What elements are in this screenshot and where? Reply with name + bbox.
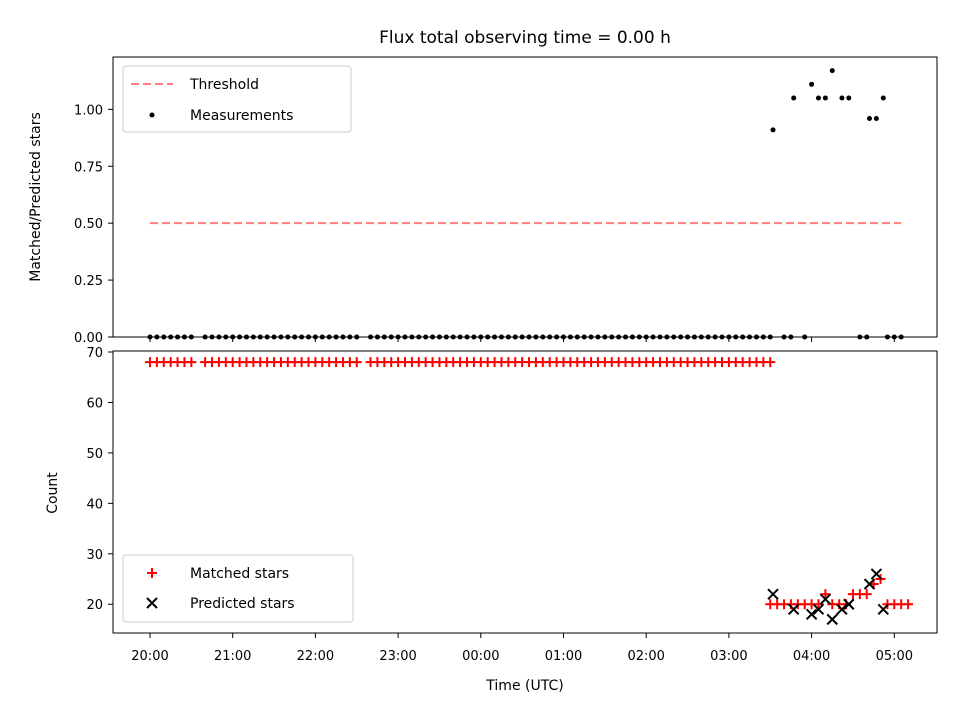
x-tick-label: 05:00	[876, 649, 913, 664]
predicted-star-point	[805, 608, 818, 621]
top-y-axis-label: Matched/Predicted stars	[28, 112, 44, 282]
top-y-tick-label: 0.75	[74, 160, 103, 175]
measurement-point	[815, 95, 821, 101]
top-y-tick-label: 0.25	[74, 274, 103, 289]
legend-measurements-swatch	[149, 112, 155, 118]
top-x-ticks	[149, 337, 895, 342]
x-tick-label: 23:00	[379, 649, 416, 664]
x-tick-label: 00:00	[462, 649, 499, 664]
matched-star-point	[903, 599, 914, 610]
measurement-point	[822, 95, 828, 101]
x-axis: 20:00 21:00 22:00 23:00 00:00 01:00 02:00 03:00…	[131, 633, 913, 664]
measurement-point	[829, 68, 835, 74]
bottom-y-tick-label: 20	[86, 598, 103, 613]
bottom-y-tick-label: 30	[86, 548, 103, 563]
legend-predicted-swatch	[146, 597, 158, 609]
matched-star-point	[186, 357, 197, 368]
bottom-y-tick-label: 70	[86, 346, 103, 361]
top-y-tick-label: 0.50	[74, 217, 103, 232]
top-legend: Threshold Measurements	[122, 65, 352, 133]
predicted-star-point	[836, 603, 848, 615]
x-axis-label: Time (UTC)	[485, 678, 563, 694]
matched-star-point	[351, 357, 362, 368]
top-y-tick-label: 0.00	[74, 331, 103, 346]
x-tick-label: 20:00	[131, 649, 168, 664]
x-tick-label: 22:00	[297, 649, 334, 664]
legend-matched-label: Matched stars	[190, 566, 289, 582]
predicted-star-point	[870, 568, 883, 580]
bottom-y-tick-label: 60	[86, 396, 103, 411]
bottom-y-tick-label: 40	[86, 497, 103, 512]
bottom-y-axis: 20 30 40 50 60 70	[86, 346, 113, 613]
bottom-plot-area	[145, 357, 914, 626]
measurement-point	[846, 95, 852, 101]
matched-star-point	[820, 589, 831, 600]
measurement-point	[839, 95, 845, 101]
bottom-y-axis-label: Count	[45, 472, 61, 514]
matched-star-point	[861, 589, 872, 600]
top-legend-box	[122, 65, 352, 133]
predicted-star-point	[767, 588, 779, 600]
star-count-panel: Count Time (UTC) 20 30 40 50 60 70 20:00 21:00…	[45, 337, 938, 694]
predicted-star-point	[877, 603, 889, 615]
x-tick-label: 21:00	[214, 649, 251, 664]
x-tick-label: 04:00	[793, 649, 830, 664]
measurement-point	[880, 95, 886, 101]
top-y-axis: 0.00 0.25 0.50 0.75 1.00	[74, 103, 113, 346]
measurement-point	[791, 95, 797, 101]
measurement-point	[873, 115, 879, 121]
top-axes-frame	[112, 56, 938, 338]
predicted-star-point	[787, 603, 800, 615]
predicted-star-point	[826, 613, 838, 626]
legend-measurements-label: Measurements	[190, 108, 293, 124]
measurement-point	[866, 115, 872, 121]
measurement-point	[770, 127, 776, 133]
x-tick-label: 03:00	[710, 649, 747, 664]
predicted-star-point	[819, 593, 832, 605]
chart-title: Flux total observing time = 0.00 h	[379, 28, 671, 48]
predicted-star-point	[812, 603, 825, 615]
bottom-axes-frame	[112, 350, 938, 634]
flux-ratio-panel: Flux total observing time = 0.00 h Match…	[28, 28, 938, 346]
x-tick-label: 01:00	[545, 649, 582, 664]
bottom-legend-box	[122, 554, 354, 623]
measurement-point	[809, 81, 815, 87]
predicted-star-point	[843, 598, 855, 610]
matched-star-point	[765, 357, 776, 368]
x-tick-label: 02:00	[627, 649, 664, 664]
legend-threshold-label: Threshold	[189, 77, 259, 93]
legend-predicted-label: Predicted stars	[190, 596, 295, 612]
bottom-legend: Matched stars Predicted stars	[122, 554, 354, 623]
legend-matched-swatch	[147, 568, 157, 578]
bottom-y-tick-label: 50	[86, 447, 103, 462]
predicted-star-point	[863, 578, 876, 590]
matched-star-point	[813, 599, 824, 610]
top-y-tick-label: 1.00	[74, 103, 103, 118]
